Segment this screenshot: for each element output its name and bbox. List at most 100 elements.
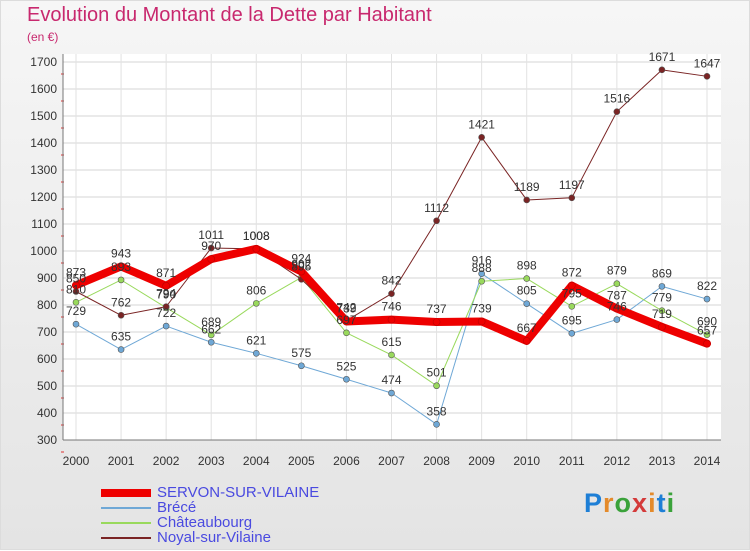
data-point xyxy=(433,421,440,428)
legend-label: Brécé xyxy=(157,499,197,516)
data-label: 873 xyxy=(66,265,86,279)
data-label: 742 xyxy=(336,301,356,315)
data-label: 1516 xyxy=(604,92,631,106)
x-tick-label: 2010 xyxy=(513,454,540,468)
data-label: 689 xyxy=(201,315,221,329)
y-tick-label: 1400 xyxy=(30,136,57,150)
data-label: 762 xyxy=(111,295,131,309)
data-label: 722 xyxy=(156,306,176,320)
data-point xyxy=(522,337,531,345)
y-tick-label: 1700 xyxy=(30,55,57,69)
data-point xyxy=(207,338,215,346)
data-point xyxy=(523,300,531,307)
data-label: 902 xyxy=(291,257,311,271)
data-point xyxy=(343,375,350,383)
data-point xyxy=(703,339,711,348)
data-label: 779 xyxy=(652,291,672,305)
y-tick-label: 400 xyxy=(37,406,57,420)
data-label: 916 xyxy=(472,254,492,268)
data-point xyxy=(252,245,261,253)
data-label: 501 xyxy=(427,366,447,380)
data-label: 635 xyxy=(111,330,131,344)
data-point xyxy=(388,389,395,397)
data-label: 924 xyxy=(291,252,311,266)
y-tick-label: 1300 xyxy=(30,163,57,177)
data-point xyxy=(207,244,215,252)
x-tick-label: 2008 xyxy=(423,454,450,468)
x-tick-label: 2007 xyxy=(378,454,405,468)
data-label: 657 xyxy=(697,324,717,338)
x-tick-label: 2006 xyxy=(333,454,360,468)
data-point xyxy=(343,329,350,337)
data-point xyxy=(117,346,125,353)
legend-item: Brécé xyxy=(101,500,319,515)
chart-title: Evolution du Montant de la Dette par Hab… xyxy=(27,4,432,26)
legend-item: SERVON-SUR-VILAINE xyxy=(101,485,319,500)
data-point xyxy=(162,322,170,330)
data-label: 898 xyxy=(517,259,537,273)
data-point xyxy=(387,315,396,324)
data-label: 662 xyxy=(201,322,221,336)
data-point xyxy=(72,298,80,306)
data-label: 1189 xyxy=(514,180,540,194)
data-point xyxy=(432,318,441,326)
data-label: 790 xyxy=(156,288,176,302)
data-point xyxy=(613,316,621,323)
legend-item: Châteaubourg xyxy=(101,515,319,530)
data-label: 474 xyxy=(381,373,401,387)
data-label: 872 xyxy=(562,266,582,280)
data-label: 575 xyxy=(291,346,311,360)
data-point xyxy=(433,382,440,390)
data-point xyxy=(568,330,576,337)
data-label: 787 xyxy=(607,289,627,303)
data-point xyxy=(613,280,621,287)
data-point xyxy=(658,323,666,331)
data-label: 893 xyxy=(111,260,131,274)
data-label: 810 xyxy=(66,282,86,296)
data-point xyxy=(207,331,215,339)
data-label: 1671 xyxy=(649,50,676,64)
data-point xyxy=(658,307,666,314)
legend-swatch xyxy=(101,488,151,497)
data-point xyxy=(658,283,666,290)
data-label: 729 xyxy=(66,304,86,318)
legend-label: Châteaubourg xyxy=(157,514,253,531)
y-tick-label: 1100 xyxy=(31,217,57,231)
data-label: 697 xyxy=(336,313,356,327)
data-label: 746 xyxy=(607,300,627,314)
legend-item: Noyal-sur-Vilaine xyxy=(101,530,319,545)
x-tick-label: 2011 xyxy=(559,454,585,468)
data-point xyxy=(117,276,125,284)
data-point xyxy=(252,300,260,307)
data-label: 737 xyxy=(427,302,447,316)
data-label: 850 xyxy=(66,272,86,286)
data-label: 746 xyxy=(381,300,401,314)
data-point xyxy=(433,217,440,225)
data-label: 358 xyxy=(427,404,447,418)
data-label: 1008 xyxy=(243,229,270,243)
data-label: 1112 xyxy=(424,201,449,215)
x-tick-label: 2012 xyxy=(604,454,631,468)
y-tick-label: 1600 xyxy=(30,82,57,96)
data-point xyxy=(252,350,260,357)
data-label: 822 xyxy=(697,279,717,293)
data-label: 1421 xyxy=(468,117,495,131)
data-point xyxy=(297,267,306,276)
data-point xyxy=(613,108,621,115)
data-label: 871 xyxy=(156,266,176,280)
y-tick-label: 900 xyxy=(37,271,57,285)
data-point xyxy=(207,255,216,263)
data-label: 739 xyxy=(336,301,356,315)
chart-unit: (en €) xyxy=(27,30,59,44)
y-tick-label: 1000 xyxy=(30,244,57,258)
x-tick-label: 2013 xyxy=(649,454,676,468)
data-label: 739 xyxy=(472,301,492,315)
data-point xyxy=(568,303,576,310)
data-point xyxy=(478,134,485,141)
data-label: 690 xyxy=(697,315,717,329)
data-point xyxy=(523,275,531,282)
data-point xyxy=(567,281,576,290)
x-tick-label: 2001 xyxy=(108,454,135,468)
data-point xyxy=(388,351,395,359)
x-tick-label: 2009 xyxy=(468,454,495,468)
